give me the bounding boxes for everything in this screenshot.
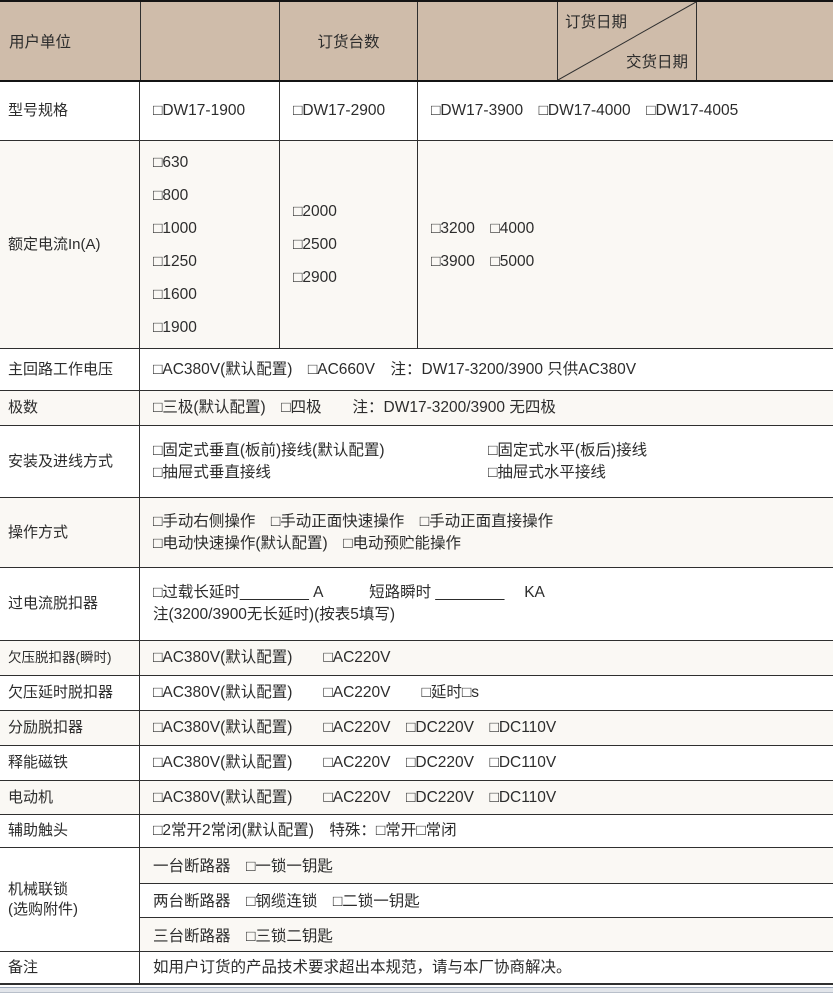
row-remark: 备注 如用户订货的产品技术要求超出本规范，请与本厂协商解决。 [0,952,833,985]
mounting-line-1: □固定式垂直(板前)接线(默认配置) □固定式水平(板后)接线 [153,440,833,462]
order-date-label: 订货日期 [565,14,628,31]
header-date-diagonal-cell: 订货日期 交货日期 [557,2,696,80]
row-undervoltage-delay: 欠压延时脱扣器 □AC380V(默认配置) □AC220V □延时□s [0,676,833,711]
model-options-large: □DW17-3900 □DW17-4000 □DW17-4005 [417,82,833,140]
row-label: 型号规格 [0,82,140,140]
mounting-option: □固定式垂直(板前)接线(默认配置) [153,441,385,459]
current-option: □1250 [153,252,197,270]
current-option-line: □3900 □5000 [431,252,535,270]
aux-contact-options: □2常开2常闭(默认配置) 特殊：□常开□常闭 [153,822,457,839]
row-label: 操作方式 [0,498,140,567]
row-undervoltage-instant: 欠压脱扣器(瞬时) □AC380V(默认配置) □AC220V [0,641,833,676]
remark-text: 如用户订货的产品技术要求超出本规范，请与本厂协商解决。 [153,958,572,976]
row-main-circuit-voltage: 主回路工作电压 □AC380V(默认配置) □AC660V 注：DW17-320… [0,349,833,391]
row-release-magnet: 释能磁铁 □AC380V(默认配置) □AC220V □DC220V □DC11… [0,746,833,781]
row-label: 欠压延时脱扣器 [0,676,140,710]
header-date-blank-cell [696,2,833,80]
voltage-options: □AC380V(默认配置) □AC660V 注：DW17-3200/3900 只… [153,360,637,378]
interlock-three-breakers: 三台断路器 □三锁二钥匙 [140,918,833,951]
motor-options: □AC380V(默认配置) □AC220V □DC220V □DC110V [153,788,557,806]
current-option: □2500 [293,236,337,253]
current-option: □2000 [293,203,337,220]
overcurrent-line-1: □过载长延时________ A 短路瞬时 ________ KA [153,584,545,601]
row-label: 电动机 [0,781,140,814]
bottom-rule-band [0,988,833,992]
bottom-double-rule [0,985,833,994]
row-label: 欠压脱扣器(瞬时) [0,641,140,675]
row-shunt-release: 分励脱扣器 □AC380V(默认配置) □AC220V □DC220V □DC1… [0,711,833,746]
row-label: 辅助触头 [0,815,140,847]
current-options-col2: □2000 □2500 □2900 [279,141,417,348]
current-options-col1: □630 □800 □1000 □1250 □1600 □1900 [140,141,279,348]
current-options-col3: □3200 □4000 □3900 □5000 [417,141,833,348]
table-header-row: 用户单位 订货台数 订货日期 交货日期 [0,2,833,82]
overcurrent-note: 注(3200/3900无长延时)(按表5填写) [153,606,396,623]
row-overcurrent-release: 过电流脱扣器 □过载长延时________ A 短路瞬时 ________ KA… [0,568,833,641]
row-label: 机械联锁 (选购附件) [0,848,140,951]
interlock-one-breaker: 一台断路器 □一锁一钥匙 [140,848,833,884]
row-mounting-wiring: 安装及进线方式 □固定式垂直(板前)接线(默认配置) □固定式水平(板后)接线 … [0,426,833,498]
mounting-option: □固定式水平(板后)接线 [488,441,648,459]
mounting-line-2: □抽屉式垂直接线 □抽屉式水平接线 [153,462,833,484]
row-rated-current: 额定电流In(A) □630 □800 □1000 □1250 □1600 □1… [0,141,833,349]
bottom-rule-line-2 [0,992,833,993]
row-model-spec: 型号规格 □DW17-1900 □DW17-2900 □DW17-3900 □D… [0,82,833,141]
overcurrent-options: □过载长延时________ A 短路瞬时 ________ KA 注(3200… [140,568,833,640]
mounting-option: □抽屉式垂直接线 [153,463,271,481]
row-label: 分励脱扣器 [0,711,140,745]
row-label: 释能磁铁 [0,746,140,780]
release-magnet-options: □AC380V(默认配置) □AC220V □DC220V □DC110V [153,754,557,771]
current-option: □1900 [153,318,197,336]
row-label: 主回路工作电压 [0,349,140,390]
interlock-label-line-1: 机械联锁 [8,880,69,898]
row-label: 额定电流In(A) [0,141,140,348]
current-option: □800 [153,186,189,204]
shunt-options: □AC380V(默认配置) □AC220V □DC220V □DC110V [153,719,557,736]
operation-options: □手动右侧操作 □手动正面快速操作 □手动正面直接操作 □电动快速操作(默认配置… [140,498,833,567]
current-option: □2900 [293,269,337,286]
header-user-unit-blank-cell [140,2,279,80]
model-option-1900: □DW17-1900 [153,102,246,119]
row-auxiliary-contact: 辅助触头 □2常开2常闭(默认配置) 特殊：□常开□常闭 [0,815,833,848]
row-mechanical-interlock: 机械联锁 (选购附件) 一台断路器 □一锁一钥匙 两台断路器 □钢缆连锁 □二锁… [0,848,833,952]
interlock-two-breakers: 两台断路器 □钢缆连锁 □二锁一钥匙 [140,883,833,919]
operation-line-1: □手动右侧操作 □手动正面快速操作 □手动正面直接操作 [153,512,554,530]
uv-delay-options: □AC380V(默认配置) □AC220V □延时□s [153,684,479,701]
model-option-2900: □DW17-2900 [279,82,417,140]
interlock-sub-rows: 一台断路器 □一锁一钥匙 两台断路器 □钢缆连锁 □二锁一钥匙 三台断路器 □三… [140,848,833,951]
current-option: □630 [153,153,189,171]
bottom-rule-line-1 [0,987,833,988]
poles-options: □三极(默认配置) □四极 注：DW17-3200/3900 无四极 [153,399,556,416]
current-option-line: □3200 □4000 [431,219,535,237]
current-option: □1000 [153,219,197,237]
row-label: 过电流脱扣器 [0,568,140,640]
current-option: □1600 [153,285,197,303]
row-label: 备注 [0,952,140,983]
mounting-option: □抽屉式水平接线 [488,463,606,481]
row-label: 安装及进线方式 [0,426,140,497]
interlock-label-line-2: (选购附件) [8,900,78,918]
header-user-unit-label: 用户单位 [9,34,72,51]
operation-line-2: □电动快速操作(默认配置) □电动预贮能操作 [153,534,462,552]
delivery-date-label: 交货日期 [625,54,688,71]
row-operation-mode: 操作方式 □手动右侧操作 □手动正面快速操作 □手动正面直接操作 □电动快速操作… [0,498,833,568]
row-poles: 极数 □三极(默认配置) □四极 注：DW17-3200/3900 无四极 [0,391,833,426]
row-motor: 电动机 □AC380V(默认配置) □AC220V □DC220V □DC110… [0,781,833,815]
header-order-qty-blank-cell [417,2,557,80]
header-order-qty-label: 订货台数 [279,2,417,80]
mounting-options: □固定式垂直(板前)接线(默认配置) □固定式水平(板后)接线 □抽屉式垂直接线… [140,426,833,497]
row-label: 极数 [0,391,140,425]
uv-instant-options: □AC380V(默认配置) □AC220V [153,649,391,666]
diagonal-divider-line [558,2,696,80]
